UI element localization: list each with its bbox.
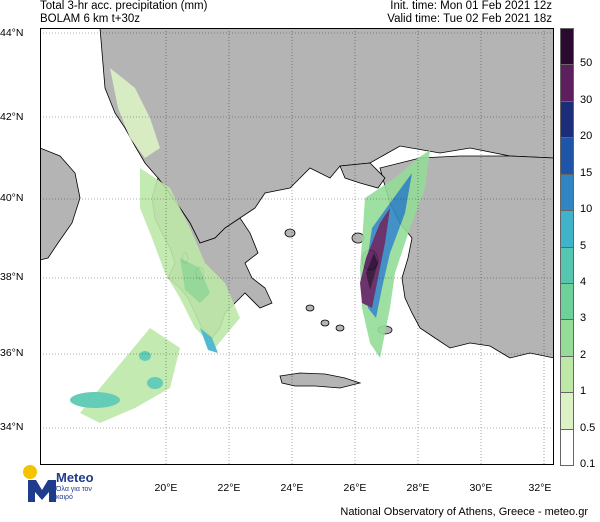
colorbar-swatch xyxy=(560,210,574,248)
colorbar-label: 15 xyxy=(580,166,593,179)
map-title: Total 3-hr acc. precipitation (mm) xyxy=(40,0,208,12)
colorbar-label: 1 xyxy=(580,385,587,398)
colorbar-label: 0.5 xyxy=(580,421,596,434)
colorbar-label: 2 xyxy=(580,348,587,361)
land-balkans xyxy=(99,28,554,244)
lat-label-34: 34°N xyxy=(0,421,24,433)
precip-cell-2 xyxy=(147,377,163,389)
lat-label-40: 40°N xyxy=(0,192,24,204)
land-crete xyxy=(279,372,362,389)
colorbar-swatch xyxy=(560,137,574,175)
lon-label-24: 24°E xyxy=(280,482,304,494)
precip-aegean-mid xyxy=(366,173,412,318)
map-canvas xyxy=(40,28,554,465)
init-time: Init. time: Mon 01 Feb 2021 12z xyxy=(390,0,552,12)
precip-ionian-blue xyxy=(200,328,218,353)
colorbar-swatch xyxy=(560,282,574,321)
precip-north xyxy=(110,68,160,158)
colorbar-swatch xyxy=(560,392,574,430)
lon-label-30: 30°E xyxy=(469,482,493,494)
colorbar-label: 0.1 xyxy=(580,458,596,470)
meteo-logo xyxy=(23,465,56,502)
precip-aegean-peak xyxy=(366,253,378,290)
colorbar-swatch xyxy=(560,100,574,139)
lon-label-26: 26°E xyxy=(343,482,367,494)
lon-label-28: 28°E xyxy=(406,482,430,494)
colorbar-label: 4 xyxy=(580,275,587,288)
logo-tagline: Όλα για τον καιρό xyxy=(56,486,92,501)
precip-overlays xyxy=(70,68,430,423)
lon-label-22: 22°E xyxy=(217,482,241,494)
lat-label-44: 44°N xyxy=(0,27,24,39)
colorbar-label: 20 xyxy=(580,130,593,143)
colorbar-label: 30 xyxy=(580,93,593,106)
land-masses xyxy=(40,28,554,389)
precipitation-map xyxy=(40,28,554,465)
map-frame xyxy=(40,28,554,465)
colorbar-swatch xyxy=(560,319,574,357)
colorbar-swatch xyxy=(560,64,574,102)
colorbar-label: 5 xyxy=(580,239,587,252)
lat-label-38: 38°N xyxy=(0,271,24,283)
colorbar-swatch xyxy=(560,173,574,212)
precip-cell-1 xyxy=(70,392,120,408)
colorbar-swatch xyxy=(560,246,574,284)
lon-label-20: 20°E xyxy=(154,482,178,494)
map-header-right: Init. time: Mon 01 Feb 2021 12z Valid ti… xyxy=(387,0,552,26)
lon-label-32: 32°E xyxy=(528,482,552,494)
land-italy xyxy=(40,147,81,261)
colorbar-label: 3 xyxy=(580,312,587,325)
colorbar-label: 10 xyxy=(580,203,593,216)
colorbar-swatch xyxy=(560,428,574,466)
footer-credit: National Observatory of Athens, Greece -… xyxy=(340,506,588,518)
map-header-left: Total 3-hr acc. precipitation (mm) BOLAM… xyxy=(40,0,207,26)
model-info: BOLAM 6 km t+30z xyxy=(40,13,141,25)
land-thrace xyxy=(339,162,386,189)
graticule xyxy=(40,28,554,465)
colorbar: 50 30 20 15 10 5 4 3 2 1 0.5 0.1 xyxy=(560,28,595,470)
precip-cell-3 xyxy=(139,351,151,361)
colorbar-swatch xyxy=(560,355,574,394)
valid-time: Valid time: Tue 02 Feb 2021 18z xyxy=(387,13,552,25)
lat-label-42: 42°N xyxy=(0,111,24,123)
colorbar-label: 50 xyxy=(580,57,593,70)
logo-name: Meteo xyxy=(56,470,94,485)
colorbar-swatch xyxy=(560,28,574,66)
lat-label-36: 36°N xyxy=(0,347,24,359)
sun-icon xyxy=(23,465,37,479)
m-logo-icon xyxy=(28,480,56,502)
precip-ionian xyxy=(180,258,210,303)
precip-west-coast xyxy=(140,168,240,348)
